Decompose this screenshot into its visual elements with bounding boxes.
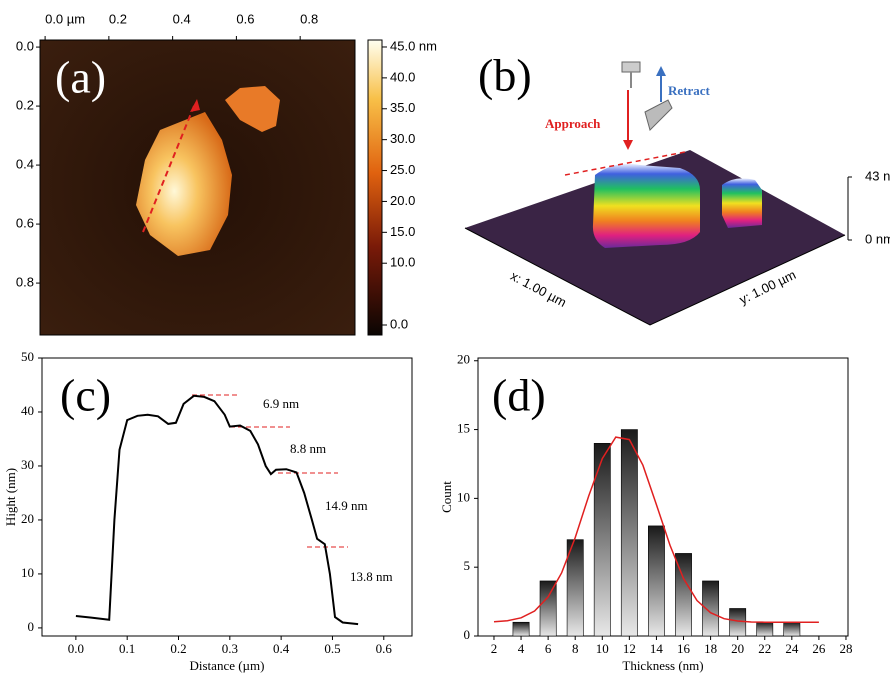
y-tick-label: 0.2: [16, 98, 34, 113]
colorbar-tick-label: 35.0: [390, 100, 415, 115]
colorbar-tick-label: 30.0: [390, 131, 415, 146]
y-tick-label: 0.6: [16, 216, 34, 231]
y-tick-label: 10: [21, 565, 34, 580]
bar: [757, 622, 773, 636]
x-axis-label: Distance (µm): [190, 658, 265, 673]
y-tick-label: 0: [28, 619, 35, 634]
x-tick-label: 0.6: [236, 11, 254, 26]
x-tick-label: 26: [812, 641, 826, 656]
bar: [513, 622, 529, 636]
colorbar-tick-label: 45.0 nm: [390, 38, 437, 53]
x-tick-label: 24: [785, 641, 799, 656]
y-tick-label: 0.4: [16, 157, 34, 172]
x-tick-label: 0.3: [222, 641, 238, 656]
bar: [621, 430, 637, 636]
colorbar-tick-label: 20.0: [390, 193, 415, 208]
x-tick-label: 18: [704, 641, 717, 656]
cantilever: [622, 62, 640, 72]
y-tick-label: 0: [464, 627, 471, 642]
x-tick-label: 0.2: [109, 11, 127, 26]
step-label: 6.9 nm: [263, 396, 299, 411]
x-tick-label: 0.2: [170, 641, 186, 656]
y-tick-label: 0.8: [16, 275, 34, 290]
colorbar-tick-label: 15.0: [390, 224, 415, 239]
x-tick-label: 0.1: [119, 641, 135, 656]
y-tick-label: 10: [457, 489, 470, 504]
y-tick-label: 15: [457, 421, 470, 436]
colorbar: [368, 40, 382, 335]
arrow-head: [656, 66, 666, 76]
x-axis-label: Thickness (nm): [622, 658, 703, 673]
surface-flake-small: [722, 178, 762, 228]
y-tick-label: 0.0: [16, 39, 34, 54]
x-tick-label: 0.4: [173, 11, 191, 26]
step-label: 14.9 nm: [325, 498, 368, 513]
panel-label: (b): [478, 50, 532, 101]
step-label: 13.8 nm: [350, 569, 393, 584]
x-tick-label: 22: [758, 641, 771, 656]
colorbar-tick-label: 0.0: [390, 316, 408, 331]
y-axis-label: Count: [439, 481, 454, 513]
x-tick-label: 16: [677, 641, 691, 656]
line: [76, 396, 358, 624]
colorbar-tick-label: 25.0: [390, 162, 415, 177]
x-tick-label: 2: [491, 641, 498, 656]
retract-label: Retract: [668, 83, 711, 98]
panel-label: (d): [492, 370, 546, 421]
step-label: 8.8 nm: [290, 441, 326, 456]
x-tick-label: 12: [623, 641, 636, 656]
cantilever: [645, 100, 672, 130]
colorbar-tick-label: 10.0: [390, 255, 415, 270]
x-tick-label: 10: [596, 641, 609, 656]
y-tick-label: 20: [21, 511, 34, 526]
z-tick-label: 43 nm: [865, 168, 890, 183]
approach-label: Approach: [545, 116, 601, 131]
z-tick-label: 0 nm: [865, 231, 890, 246]
x-tick-label: 0.6: [376, 641, 393, 656]
x-tick-label: 8: [572, 641, 579, 656]
y-tick-label: 5: [464, 558, 471, 573]
surface-flake: [593, 164, 700, 248]
y-tick-label: 20: [457, 352, 470, 367]
figure: 0.0 µm 0.2 0.4 0.6 0.8 0.0 0.2 0.4 0.6 0.8 45.0 nm…: [0, 0, 890, 686]
bar: [540, 581, 556, 636]
x-tick-label: 20: [731, 641, 744, 656]
x-tick-label: 14: [650, 641, 664, 656]
x-tick-label: 0.0 µm: [45, 11, 85, 26]
x-tick-label: 0.5: [324, 641, 340, 656]
x-tick-label: 0.0: [68, 641, 84, 656]
x-tick-label: 6: [545, 641, 552, 656]
bar: [648, 526, 664, 636]
y-tick-label: 40: [21, 403, 34, 418]
x-tick-label: 4: [518, 641, 525, 656]
colorbar-tick-label: 40.0: [390, 69, 415, 84]
panel-label: (a): [55, 52, 106, 103]
x-tick-label: 0.8: [300, 11, 318, 26]
x-tick-label: 28: [839, 641, 852, 656]
y-axis-label: Hight (nm): [3, 468, 18, 526]
y-tick-label: 30: [21, 457, 34, 472]
y-tick-label: 50: [21, 349, 34, 364]
bar: [784, 622, 800, 636]
panel-label: (c): [60, 370, 111, 421]
arrow-head: [623, 140, 633, 150]
x-tick-label: 0.4: [273, 641, 290, 656]
bar: [730, 608, 746, 636]
